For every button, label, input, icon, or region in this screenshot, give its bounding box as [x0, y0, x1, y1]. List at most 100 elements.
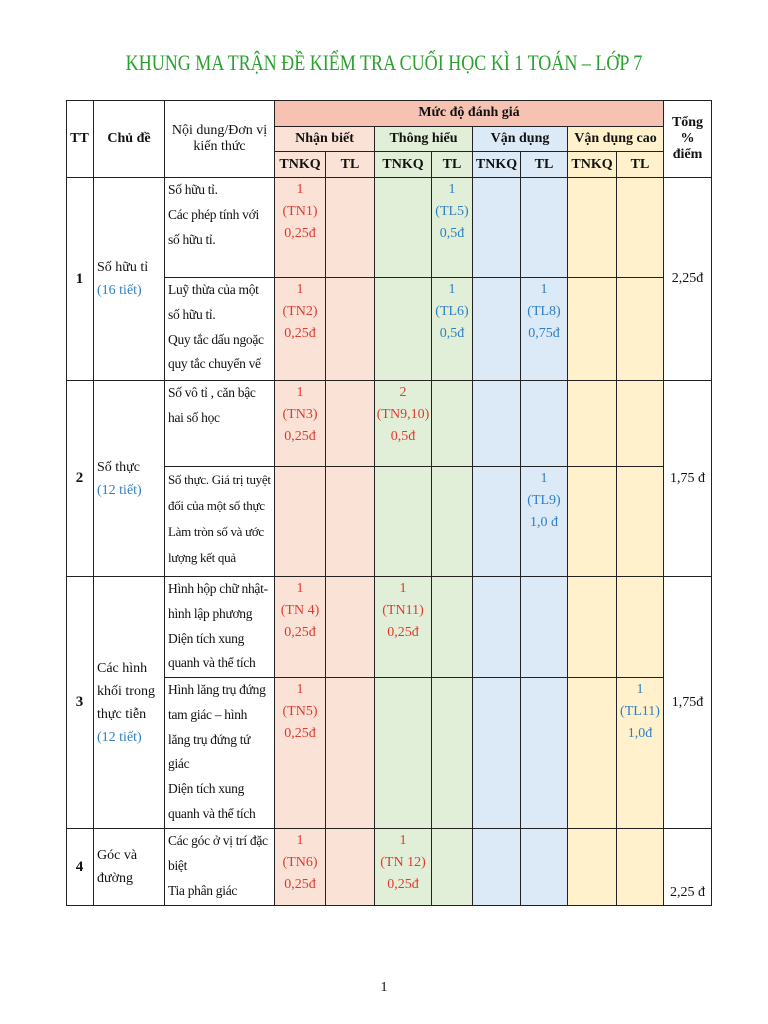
cell-code: (TN2)	[282, 304, 318, 319]
row-5-nb-tl	[326, 577, 375, 678]
header-tt: TT	[66, 100, 94, 178]
row-5-vdc-tnkq	[568, 577, 617, 678]
row-5-content-line: hình lập phương	[168, 605, 253, 621]
row-4-content-line: đối của một số thực	[168, 498, 265, 513]
cell-count: 1	[399, 833, 407, 848]
cell-code: (TN3)	[282, 407, 318, 422]
row-7-nb-tl	[326, 829, 375, 906]
topic-1-name: Số hữu tỉ (16 tiết)	[94, 178, 165, 381]
topic-2-name: Số thực (12 tiết)	[94, 381, 165, 577]
topic-3-lessons: (12 tiết)	[97, 729, 142, 745]
row-2-content-line: số hữu tỉ.	[168, 306, 216, 322]
cell-count: 1	[296, 581, 304, 596]
row-2-vdc-tnkq	[568, 278, 617, 381]
row-3-nb-tl	[326, 381, 375, 467]
cell-score: 0,25đ	[387, 625, 419, 640]
row-6-th-tl	[432, 678, 473, 829]
cell-count: 1	[296, 833, 304, 848]
cell-count: 1	[448, 182, 456, 197]
header-sub-vdc-tnkq: TNKQ	[568, 152, 617, 178]
row-4-vd-tnkq	[473, 467, 521, 577]
topic-3-name: Các hình khối trong thực tiễn (12 tiết)	[94, 577, 165, 829]
cell-count: 2	[399, 385, 407, 400]
header-content: Nội dung/Đơn vị kiến thức	[165, 100, 275, 178]
row-6-vdc-tnkq	[568, 678, 617, 829]
cell-code: (TL6)	[435, 304, 469, 319]
row-4-content-line: lượng kết quả	[168, 550, 236, 565]
row-1-vdc-tl	[617, 178, 664, 278]
cell-code: (TN11)	[382, 603, 424, 618]
header-level-van-dung-cao: Vận dụng cao	[568, 127, 664, 152]
topic-1-total: 2,25đ	[664, 178, 712, 381]
row-7-content: Các góc ở vị trí đặc biệt Tia phân giác	[165, 829, 275, 906]
topic-1-title: Số hữu tỉ	[97, 260, 149, 275]
row-7-vd-tl	[521, 829, 568, 906]
cell-count: 1	[540, 471, 548, 486]
cell-code: (TN9,10)	[376, 407, 430, 422]
row-5-th-tnkq: 1 (TN11) 0,25đ	[375, 577, 432, 678]
row-3-content-line: Số vô tỉ , căn bậc	[168, 385, 256, 400]
topic-4-name: Góc và đường	[94, 829, 165, 906]
row-4-content: Số thực. Giá trị tuyệt đối của một số th…	[165, 467, 275, 577]
row-1-nb-tl	[326, 178, 375, 278]
cell-score: 1,0đ	[627, 726, 653, 741]
topic-2-total: 1,75 đ	[664, 381, 712, 577]
row-5-th-tl	[432, 577, 473, 678]
row-5-vd-tnkq	[473, 577, 521, 678]
topic-3-tt: 3	[66, 577, 94, 829]
row-6-vd-tl	[521, 678, 568, 829]
header-sub-nb-tnkq: TNKQ	[275, 152, 326, 178]
topic-3-total: 1,75đ	[664, 577, 712, 829]
topic-4-tt: 4	[66, 829, 94, 906]
row-6-content-line: Diện tích xung	[168, 781, 245, 797]
cell-count: 1	[296, 282, 304, 297]
row-4-th-tl	[432, 467, 473, 577]
row-2-th-tl: 1 (TL6) 0,5đ	[432, 278, 473, 381]
header-level-van-dung: Vận dụng	[473, 127, 568, 152]
cell-code: (TN6)	[282, 855, 318, 870]
row-3-vdc-tnkq	[568, 381, 617, 467]
header-sub-vdc-tl: TL	[617, 152, 664, 178]
row-4-content-line: Số thực. Giá trị tuyệt	[168, 472, 271, 487]
row-5-content-line: quanh và thể tích	[168, 655, 256, 671]
cell-score: 1,0 đ	[530, 515, 558, 530]
header-sub-nb-tl: TL	[326, 152, 375, 178]
row-2-vdc-tl	[617, 278, 664, 381]
header-sub-th-tl: TL	[432, 152, 473, 178]
cell-score: 0,5đ	[439, 226, 465, 241]
cell-code: (TN 4)	[280, 603, 320, 618]
cell-score: 0,25đ	[284, 877, 316, 892]
cell-count: 1	[296, 182, 304, 197]
row-4-th-tnkq	[375, 467, 432, 577]
row-2-nb-tnkq: 1 (TN2) 0,25đ	[275, 278, 326, 381]
row-6-vd-tnkq	[473, 678, 521, 829]
row-5-vd-tl	[521, 577, 568, 678]
row-5-content: Hình hộp chữ nhật- hình lập phương Diện …	[165, 577, 275, 678]
row-2-content-line: Luỹ thừa của một	[168, 282, 259, 297]
row-2-content: Luỹ thừa của một số hữu tỉ. Quy tắc dấu …	[165, 278, 275, 381]
header-level-thong-hieu: Thông hiểu	[375, 127, 473, 152]
topic-1-lessons: (16 tiết)	[97, 283, 142, 298]
row-2-nb-tl	[326, 278, 375, 381]
row-5-content-line: Diện tích xung	[168, 630, 245, 646]
row-4-nb-tnkq	[275, 467, 326, 577]
row-2-th-tnkq	[375, 278, 432, 381]
cell-score: 0,25đ	[284, 326, 316, 341]
header-level: Mức độ đánh giá	[275, 100, 664, 127]
cell-count: 1	[448, 282, 456, 297]
row-1-content-line: Số hữu tỉ.	[168, 182, 218, 197]
cell-score: 0,5đ	[390, 429, 416, 444]
row-2-vd-tnkq	[473, 278, 521, 381]
header-total-line2: %	[680, 130, 695, 146]
row-6-content-line: Hình lăng trụ đứng	[168, 682, 266, 697]
cell-code: (TL11)	[620, 704, 660, 719]
topic-3-title-line: thực tiễn	[97, 706, 147, 722]
header-total: Tổng % điểm	[664, 100, 712, 178]
row-1-content-line: Các phép tính với	[168, 206, 259, 222]
row-4-vdc-tnkq	[568, 467, 617, 577]
row-7-th-tl	[432, 829, 473, 906]
cell-count: 1	[399, 581, 407, 596]
row-1-vd-tnkq	[473, 178, 521, 278]
row-6-content: Hình lăng trụ đứng tam giác – hình lăng …	[165, 678, 275, 829]
row-4-vd-tl: 1 (TL9) 1,0 đ	[521, 467, 568, 577]
